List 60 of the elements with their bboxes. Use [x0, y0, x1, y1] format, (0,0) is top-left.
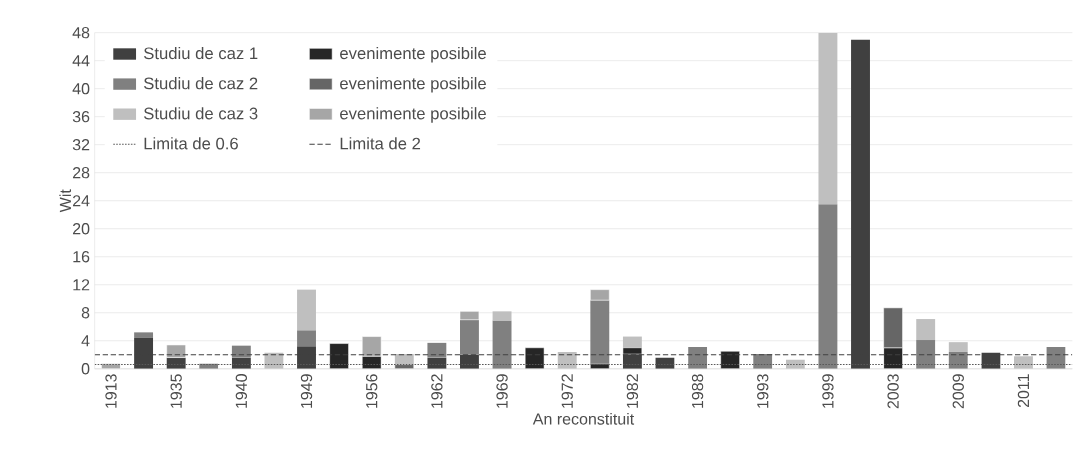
bar: [818, 32, 838, 205]
bar: [1014, 356, 1033, 369]
bar: [231, 345, 251, 358]
x-tick-label: 1935: [170, 374, 182, 408]
x-tick-label: 1949: [300, 374, 313, 408]
legend-label: Studiu de caz 1: [144, 47, 258, 60]
y-tick-label: 4: [81, 335, 90, 347]
bar: [134, 332, 154, 339]
x-tick-label: 1993: [757, 374, 769, 408]
x-tick-label: 1962: [431, 374, 443, 408]
y-tick-label: 8: [81, 307, 90, 319]
bar: [166, 344, 186, 358]
y-tick-label: 36: [72, 111, 90, 123]
legend-label: evenimente posibile: [340, 47, 486, 63]
y-tick-label: 28: [72, 167, 90, 179]
x-tick-label: 1940: [235, 374, 247, 408]
y-tick-label: 24: [72, 195, 90, 207]
bar: [297, 330, 316, 347]
y-tick-label: 32: [72, 139, 90, 151]
x-tick-label: 1982: [626, 374, 639, 408]
y-tick-label: 20: [72, 223, 90, 235]
bar: [622, 336, 642, 348]
y-tick-label: 12: [73, 279, 90, 291]
x-tick-label: 1999: [822, 374, 834, 408]
x-tick-label: 1956: [366, 374, 378, 408]
x-tick-label: 1913: [105, 374, 117, 408]
x-tick-label: 1969: [496, 374, 508, 408]
x-axis-title: An reconstituit: [532, 413, 635, 425]
x-tick-label: 2011: [1017, 374, 1030, 408]
y-tick-label: 48: [72, 27, 90, 39]
legend-label: evenimente posibile: [340, 77, 486, 93]
bar: [916, 319, 936, 341]
bar: [948, 342, 968, 353]
legend-label: Limita de 0.6: [144, 137, 238, 150]
legend-label: evenimente posibile: [340, 107, 486, 123]
y-axis-title: Wit: [59, 189, 72, 213]
bar: [590, 300, 610, 364]
bar: [427, 342, 447, 358]
y-tick-label: 16: [73, 251, 90, 263]
y-tick-label: 44: [72, 55, 90, 67]
x-tick-label: 2009: [952, 374, 964, 409]
bar: [622, 347, 643, 355]
x-tick-label: 2003: [887, 374, 899, 409]
y-tick-label: 0: [81, 363, 90, 375]
bar: [460, 319, 479, 355]
x-tick-label: 1972: [561, 374, 573, 408]
bar: [590, 289, 610, 301]
legend-label: Studiu de caz 3: [144, 107, 258, 120]
legend-label: Studiu de caz 2: [144, 77, 258, 90]
legend-label: Limita de 2: [340, 137, 421, 150]
y-tick-label: 40: [72, 83, 90, 95]
bar: [329, 343, 349, 369]
bar: [492, 320, 512, 369]
bar: [459, 311, 480, 321]
bar: [492, 311, 512, 321]
x-tick-label: 1988: [691, 374, 704, 408]
bar: [297, 289, 316, 331]
bar: [916, 340, 936, 369]
bar: [524, 347, 545, 369]
bar: [818, 204, 838, 369]
